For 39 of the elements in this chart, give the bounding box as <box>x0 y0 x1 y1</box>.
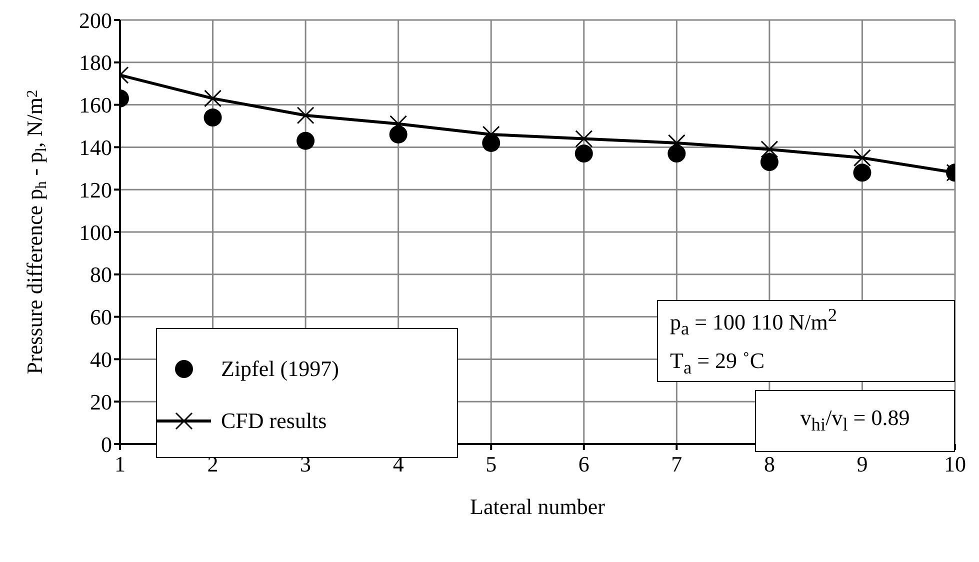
point <box>204 108 222 127</box>
y-tick-label: 180 <box>79 50 112 76</box>
point <box>296 106 314 124</box>
x-tick-label: 5 <box>486 452 497 477</box>
x-tick-label: 1 <box>114 452 126 477</box>
x-tick-label: 8 <box>764 452 775 477</box>
point <box>574 144 593 163</box>
annotation: p$_{a}$ = 100 110 N/m$^{2}$ <box>670 304 838 341</box>
y-tick-label: 200 <box>79 8 112 33</box>
text-box: v$_{hi}$/v$_{l}$ = 0.89 <box>755 390 955 452</box>
legend-label: Zipfel (1997) <box>221 356 339 382</box>
y-tick-label: 140 <box>79 135 112 160</box>
point <box>668 134 686 152</box>
y-tick-label: 80 <box>90 262 112 288</box>
point <box>575 130 593 148</box>
x-axis-title: Lateral number <box>470 494 606 519</box>
x-tick-label: 6 <box>578 452 590 477</box>
x-tick-label: 9 <box>856 452 868 477</box>
point <box>668 144 686 163</box>
annotation: v$_{hi}$/v$_{l}$ = 0.89 <box>800 404 910 436</box>
y-tick-label: 100 <box>79 220 112 245</box>
point <box>296 132 315 150</box>
x-tick-label: 10 <box>944 452 966 477</box>
point <box>760 153 778 172</box>
x-tick-label: 7 <box>671 452 682 477</box>
point <box>760 140 778 158</box>
text-box: p$_{a}$ = 100 110 N/m$^{2}$ T$_{a}$ = 29 ˚C <box>657 300 955 382</box>
x-tick-label: 4 <box>392 452 404 477</box>
y-tick-label: 0 <box>101 432 112 457</box>
point <box>204 90 222 108</box>
point <box>853 149 871 167</box>
y-tick-label: 160 <box>79 92 112 118</box>
y-tick-label: 60 <box>90 304 112 330</box>
y-tick-label: 120 <box>79 177 112 202</box>
y-tick-label: 40 <box>90 347 112 372</box>
legend-label: CFD results <box>221 408 327 434</box>
annotation: T$_{a}$ = 29 ˚C <box>670 346 765 380</box>
point <box>853 164 872 182</box>
y-tick-label: 20 <box>90 389 112 414</box>
